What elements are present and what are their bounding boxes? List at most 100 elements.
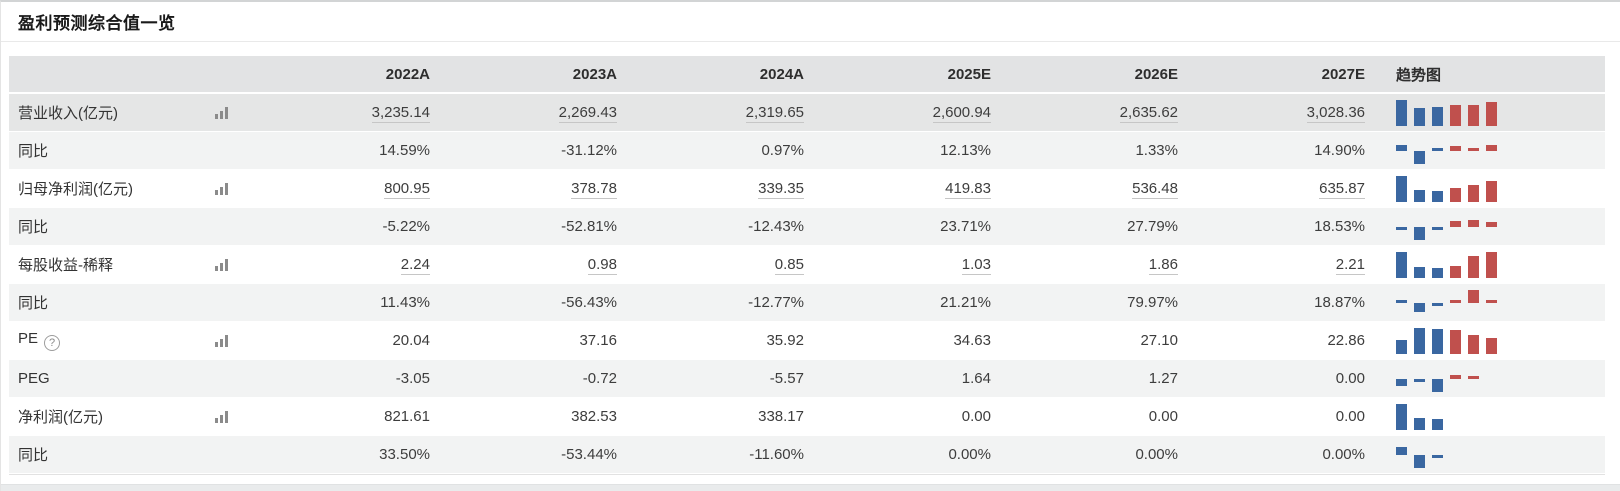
value-cell: 21.21% — [815, 284, 1002, 322]
value-cell: 382.53 — [441, 398, 628, 436]
metric-value[interactable]: 0.98 — [587, 256, 617, 275]
row-label: 净利润(亿元) — [18, 409, 103, 426]
bar-chart-icon-bar — [215, 417, 218, 423]
metric-value[interactable]: 3,235.14 — [371, 104, 430, 123]
trend-bar-actual — [1432, 147, 1443, 151]
row-label: PEG — [18, 370, 50, 387]
bar-chart-icon-bar — [220, 414, 223, 423]
value-cell: 20.04 — [254, 322, 441, 360]
bar-chart-icon-bar — [225, 410, 228, 423]
trend-mini-chart — [1396, 174, 1506, 204]
metric-value[interactable]: 339.35 — [758, 180, 804, 199]
trend-bar-actual — [1396, 378, 1407, 386]
column-header-2027e: 2027E — [1189, 56, 1376, 94]
metric-value[interactable]: 2.21 — [1335, 256, 1365, 275]
value-cell: 0.00 — [1002, 398, 1189, 436]
row-label-cell: 同比 — [9, 132, 254, 170]
cell-value: -11.60% — [749, 446, 804, 463]
value-cell: 0.00% — [1189, 436, 1376, 474]
metric-value[interactable]: 2,319.65 — [745, 104, 804, 123]
cell-value: -5.22% — [382, 218, 430, 235]
trend-bar-estimate — [1450, 329, 1461, 354]
metric-value[interactable]: 635.87 — [1319, 180, 1365, 199]
bar-chart-icon[interactable] — [215, 182, 228, 195]
cell-value: 14.59% — [379, 142, 430, 159]
trend-bar-actual — [1432, 267, 1443, 278]
metric-value[interactable]: 2,600.94 — [932, 104, 991, 123]
table-row: 净利润(亿元) 821.61 382.53 338.17 0.00 0.00 0.00 — [9, 398, 1605, 436]
metric-value[interactable]: 2.24 — [400, 256, 430, 275]
trend-mini-chart — [1396, 136, 1506, 166]
cell-value: 21.21% — [940, 294, 991, 311]
metric-value[interactable]: 2,269.43 — [558, 104, 617, 123]
bar-chart-icon-bar — [225, 258, 228, 271]
metric-value[interactable]: 1.03 — [961, 256, 991, 275]
value-cell: -3.05 — [254, 360, 441, 398]
trend-mini-chart — [1396, 98, 1506, 128]
metric-value[interactable]: 3,028.36 — [1306, 104, 1365, 123]
metric-value[interactable]: 419.83 — [945, 180, 991, 199]
cell-value: -12.77% — [748, 294, 804, 311]
trend-bar-actual — [1414, 226, 1425, 240]
bar-chart-icon[interactable] — [215, 334, 228, 347]
value-cell: 79.97% — [1002, 284, 1189, 322]
trend-mini-chart — [1396, 364, 1506, 394]
bar-chart-icon-bar — [225, 334, 228, 347]
help-icon[interactable]: ? — [44, 335, 61, 351]
cell-value: 821.61 — [384, 408, 430, 425]
metric-value[interactable]: 800.95 — [384, 180, 430, 199]
row-label-cell: 每股收益-稀释 — [9, 246, 254, 284]
bar-chart-icon[interactable] — [215, 106, 228, 119]
value-cell: 1.86 — [1002, 246, 1189, 284]
bar-chart-icon-bar — [215, 189, 218, 195]
cell-value: 1.27 — [1148, 370, 1178, 387]
cell-value: 1.64 — [961, 370, 991, 387]
value-cell: 0.85 — [628, 246, 815, 284]
trend-chart-cell — [1376, 398, 1605, 436]
table-row: 每股收益-稀释 2.24 0.98 0.85 1.03 1.86 2.21 — [9, 246, 1605, 284]
trend-bar-estimate — [1486, 180, 1497, 202]
metric-value[interactable]: 2,635.62 — [1119, 104, 1178, 123]
value-cell: 23.71% — [815, 208, 1002, 246]
cell-value: 11.43% — [380, 294, 430, 311]
value-cell: 3,028.36 — [1189, 94, 1376, 132]
value-cell: 0.98 — [441, 246, 628, 284]
cell-value: 79.97% — [1127, 294, 1178, 311]
value-cell: 821.61 — [254, 398, 441, 436]
value-cell: 11.43% — [254, 284, 441, 322]
trend-bar-actual — [1432, 226, 1443, 230]
trend-bar-estimate — [1486, 299, 1497, 303]
cell-value: 0.00% — [1322, 446, 1365, 463]
value-cell: 1.03 — [815, 246, 1002, 284]
cell-value: -5.57 — [769, 370, 804, 387]
page-title: 盈利预测综合值一览 — [18, 14, 176, 33]
trend-bar-actual — [1396, 339, 1407, 354]
metric-value[interactable]: 378.78 — [571, 180, 617, 199]
column-header-metric — [9, 56, 254, 94]
value-cell: -5.22% — [254, 208, 441, 246]
trend-chart-cell — [1376, 322, 1605, 360]
trend-bar-estimate — [1468, 375, 1479, 379]
value-cell: -52.81% — [441, 208, 628, 246]
cell-value: 0.00 — [1335, 370, 1365, 387]
trend-bar-estimate — [1468, 147, 1479, 151]
value-cell: 18.53% — [1189, 208, 1376, 246]
cell-value: 22.86 — [1327, 332, 1365, 349]
bar-chart-icon[interactable] — [215, 410, 228, 423]
trend-bar-estimate — [1486, 144, 1497, 151]
value-cell: 2,600.94 — [815, 94, 1002, 132]
cell-value: -12.43% — [748, 218, 804, 235]
cell-value: 0.00% — [948, 446, 991, 463]
metric-value[interactable]: 536.48 — [1132, 180, 1178, 199]
metric-value[interactable]: 1.86 — [1148, 256, 1178, 275]
metric-value[interactable]: 0.85 — [774, 256, 804, 275]
bar-chart-icon-bar — [225, 106, 228, 119]
trend-bar-estimate — [1450, 145, 1461, 151]
column-header-2022a: 2022A — [254, 56, 441, 94]
row-label-cell: 归母净利润(亿元) — [9, 170, 254, 208]
bar-chart-icon[interactable] — [215, 258, 228, 271]
trend-bar-actual — [1396, 446, 1407, 455]
value-cell: 34.63 — [815, 322, 1002, 360]
value-cell: 27.79% — [1002, 208, 1189, 246]
cell-value: 0.00 — [961, 408, 991, 425]
